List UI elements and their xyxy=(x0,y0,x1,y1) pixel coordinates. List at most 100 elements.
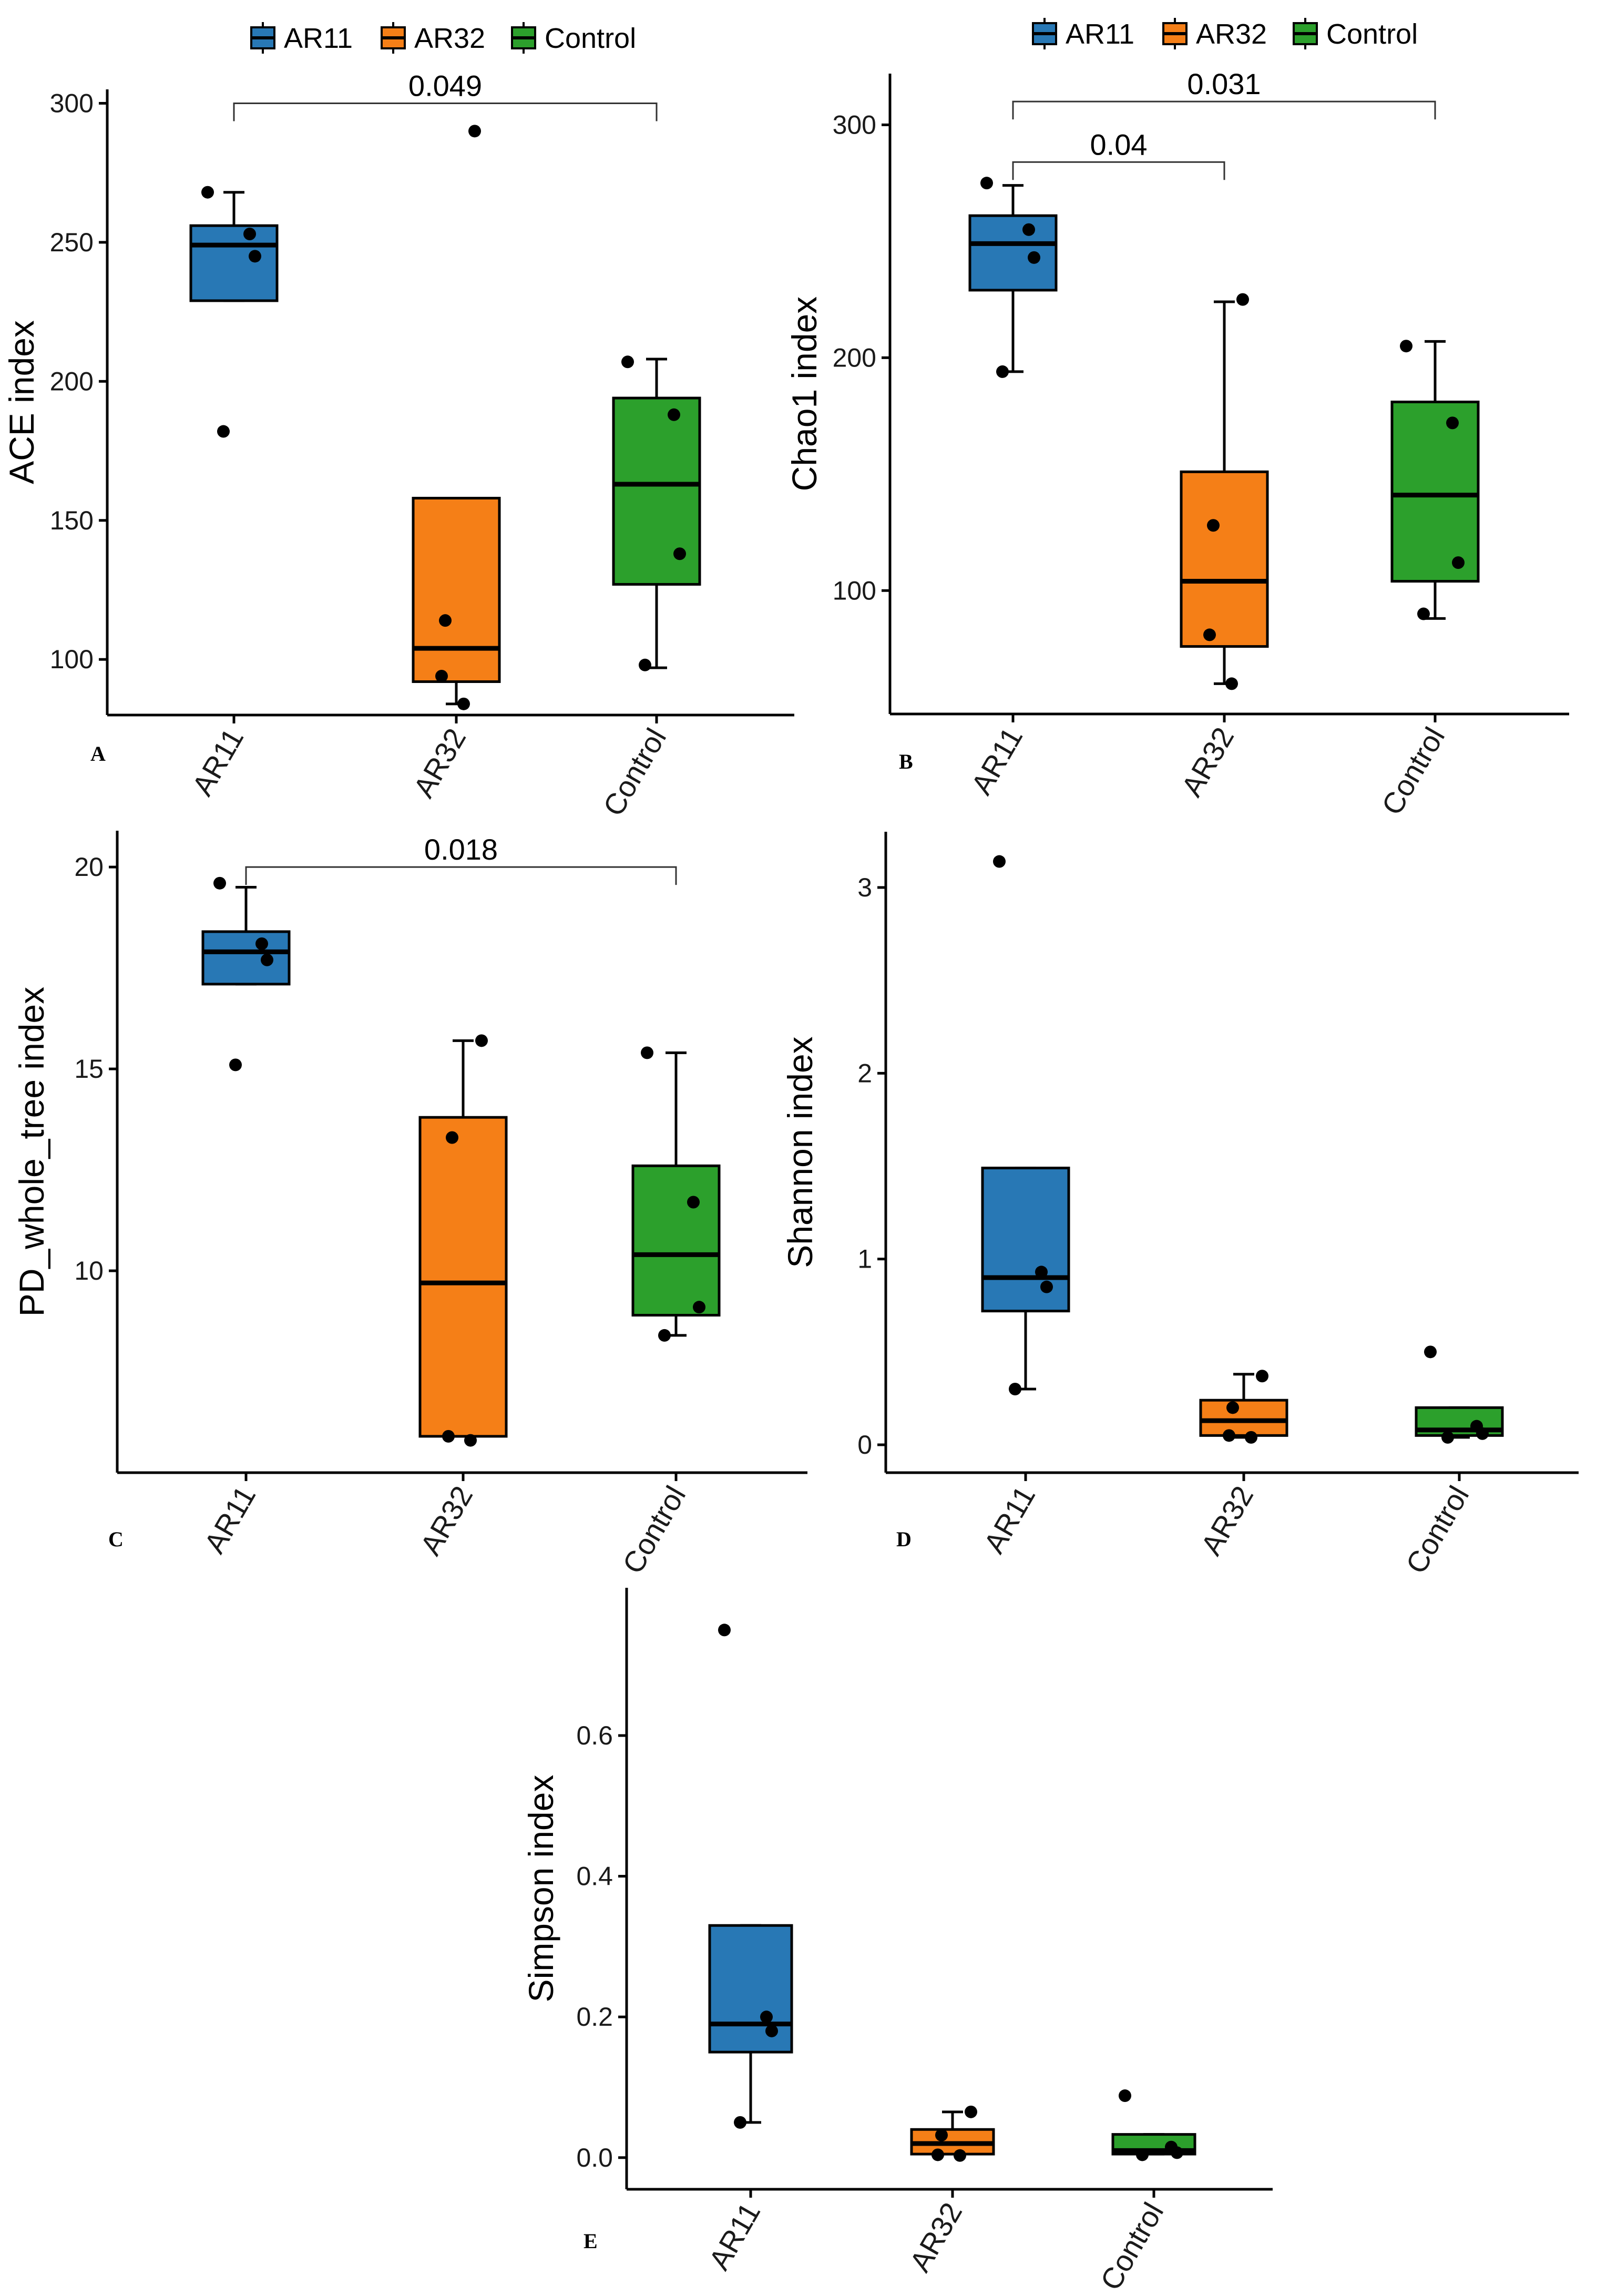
box-ar32 xyxy=(1180,300,1269,685)
panel-b-chao1: 100 200 300 Chao1 index AR11 AR32 Control B 0.03… xyxy=(785,67,1569,820)
box-body xyxy=(1390,401,1480,583)
y-axis-label: PD_whole_tree index xyxy=(12,987,51,1317)
y-axis-label: Shannon index xyxy=(781,1036,820,1268)
data-point-ar11 xyxy=(718,1624,731,1637)
data-point-control xyxy=(1424,1345,1437,1359)
x-tick-label-ar32: AR32 xyxy=(407,723,473,803)
y-tick-label: 20 xyxy=(74,852,104,882)
box-body xyxy=(612,396,701,586)
data-point-control xyxy=(673,547,686,560)
x-tick-label-ar11: AR11 xyxy=(186,723,250,801)
panel-letter: B xyxy=(899,750,913,773)
p-value-label: 0.018 xyxy=(424,833,498,866)
data-point-control xyxy=(621,355,634,369)
legend-label-ar32: AR32 xyxy=(414,23,485,54)
data-point-control xyxy=(1171,2146,1183,2159)
data-point-ar11 xyxy=(201,186,214,199)
box-body xyxy=(1180,470,1269,648)
data-point-ar32 xyxy=(442,1430,455,1443)
box-body xyxy=(968,214,1058,292)
data-point-ar32 xyxy=(965,2105,977,2118)
data-point-control xyxy=(1417,607,1430,620)
box-ar11 xyxy=(201,886,291,986)
box-ar32 xyxy=(412,496,501,706)
data-point-ar32 xyxy=(475,1034,488,1047)
data-point-control xyxy=(1452,556,1465,569)
panel-letter: E xyxy=(584,2229,598,2253)
data-point-ar32 xyxy=(435,669,448,682)
data-point-ar11 xyxy=(261,953,273,966)
legend-key-ar32 xyxy=(1162,18,1188,49)
data-point-ar11 xyxy=(243,228,256,241)
y-tick-label: 300 xyxy=(833,110,876,139)
box-body xyxy=(631,1164,721,1317)
box-ar11 xyxy=(708,1924,793,2124)
y-tick-label: 0.0 xyxy=(576,2143,613,2172)
data-point-ar32 xyxy=(457,697,470,710)
significance-bracket xyxy=(233,102,658,121)
data-point-ar11 xyxy=(734,2116,746,2129)
legend-label-ar11: AR11 xyxy=(1066,18,1134,50)
p-value-label: 0.049 xyxy=(408,69,482,102)
x-tick-label-control: Control xyxy=(616,1481,692,1579)
data-point-control xyxy=(668,408,680,421)
data-point-ar32 xyxy=(1226,1401,1239,1414)
significance-bracket xyxy=(1012,161,1225,180)
data-point-ar11 xyxy=(213,876,226,890)
x-tick-label-ar11: AR11 xyxy=(198,1481,262,1559)
data-point-control xyxy=(641,1046,653,1059)
data-point-ar11 xyxy=(1028,251,1040,264)
box-control xyxy=(1390,340,1480,620)
y-tick-label: 0.4 xyxy=(576,1862,613,1891)
x-tick-label-control: Control xyxy=(1399,1481,1476,1579)
data-point-ar32 xyxy=(932,2148,944,2161)
data-point-ar32 xyxy=(468,125,481,138)
data-point-ar11 xyxy=(249,250,261,263)
y-axis-label: Simpson index xyxy=(521,1775,560,2003)
x-tick-label-ar11: AR11 xyxy=(977,1481,1042,1559)
y-tick-label: 300 xyxy=(50,88,94,118)
y-tick-label: 250 xyxy=(50,228,94,257)
data-point-ar32 xyxy=(1225,677,1238,690)
panel-letter: C xyxy=(108,1527,124,1551)
box-ar11 xyxy=(981,1167,1070,1391)
y-tick-label: 200 xyxy=(833,343,876,372)
data-point-control xyxy=(1400,340,1412,353)
x-tick-label-control: Control xyxy=(597,723,673,822)
legend-key-ar32 xyxy=(381,22,406,54)
panel-letter: A xyxy=(90,742,106,766)
data-point-ar11 xyxy=(255,937,268,951)
data-point-ar11 xyxy=(1035,1266,1048,1279)
x-tick-label-ar32: AR32 xyxy=(903,2197,969,2278)
data-point-ar11 xyxy=(1022,223,1035,236)
legend-top-right: AR11 AR32 Control xyxy=(1032,18,1418,50)
y-tick-label: 3 xyxy=(857,873,872,902)
legend-top-left: AR11 AR32 Control xyxy=(250,22,636,54)
data-point-ar11 xyxy=(229,1058,242,1072)
box-ar32 xyxy=(910,2110,995,2156)
p-value-label: 0.04 xyxy=(1090,128,1148,161)
box-ar32 xyxy=(1199,1373,1288,1439)
x-tick-label-ar32: AR32 xyxy=(414,1481,479,1561)
legend-label-control: Control xyxy=(1326,18,1418,50)
data-point-control xyxy=(687,1196,700,1209)
data-point-control xyxy=(658,1329,671,1342)
data-point-ar32 xyxy=(1203,628,1216,641)
data-point-ar32 xyxy=(1223,1429,1235,1442)
data-point-ar11 xyxy=(993,855,1006,868)
data-point-ar11 xyxy=(996,365,1009,378)
panel-d-shannon: 0 1 2 3 Shannon index AR11 AR32 Control D xyxy=(781,832,1579,1579)
data-point-control xyxy=(1136,2148,1149,2161)
box-body xyxy=(201,930,291,986)
data-point-ar32 xyxy=(935,2128,948,2141)
panel-c-pd-whole-tree: 10 15 20 PD_whole_tree index AR11 AR32 Control… xyxy=(12,831,807,1579)
data-point-control xyxy=(1446,416,1459,430)
legend-label-ar11: AR11 xyxy=(284,23,353,54)
x-tick-label-ar32: AR32 xyxy=(1194,1481,1260,1561)
box-body xyxy=(708,1924,793,2054)
y-tick-label: 200 xyxy=(50,366,94,396)
box-ar11 xyxy=(189,191,279,302)
panel-e-simpson: 0.0 0.2 0.4 0.6 Simpson index AR11 AR32 Control… xyxy=(521,1588,1273,2295)
data-point-ar32 xyxy=(1236,293,1249,306)
data-point-ar32 xyxy=(1207,519,1220,532)
